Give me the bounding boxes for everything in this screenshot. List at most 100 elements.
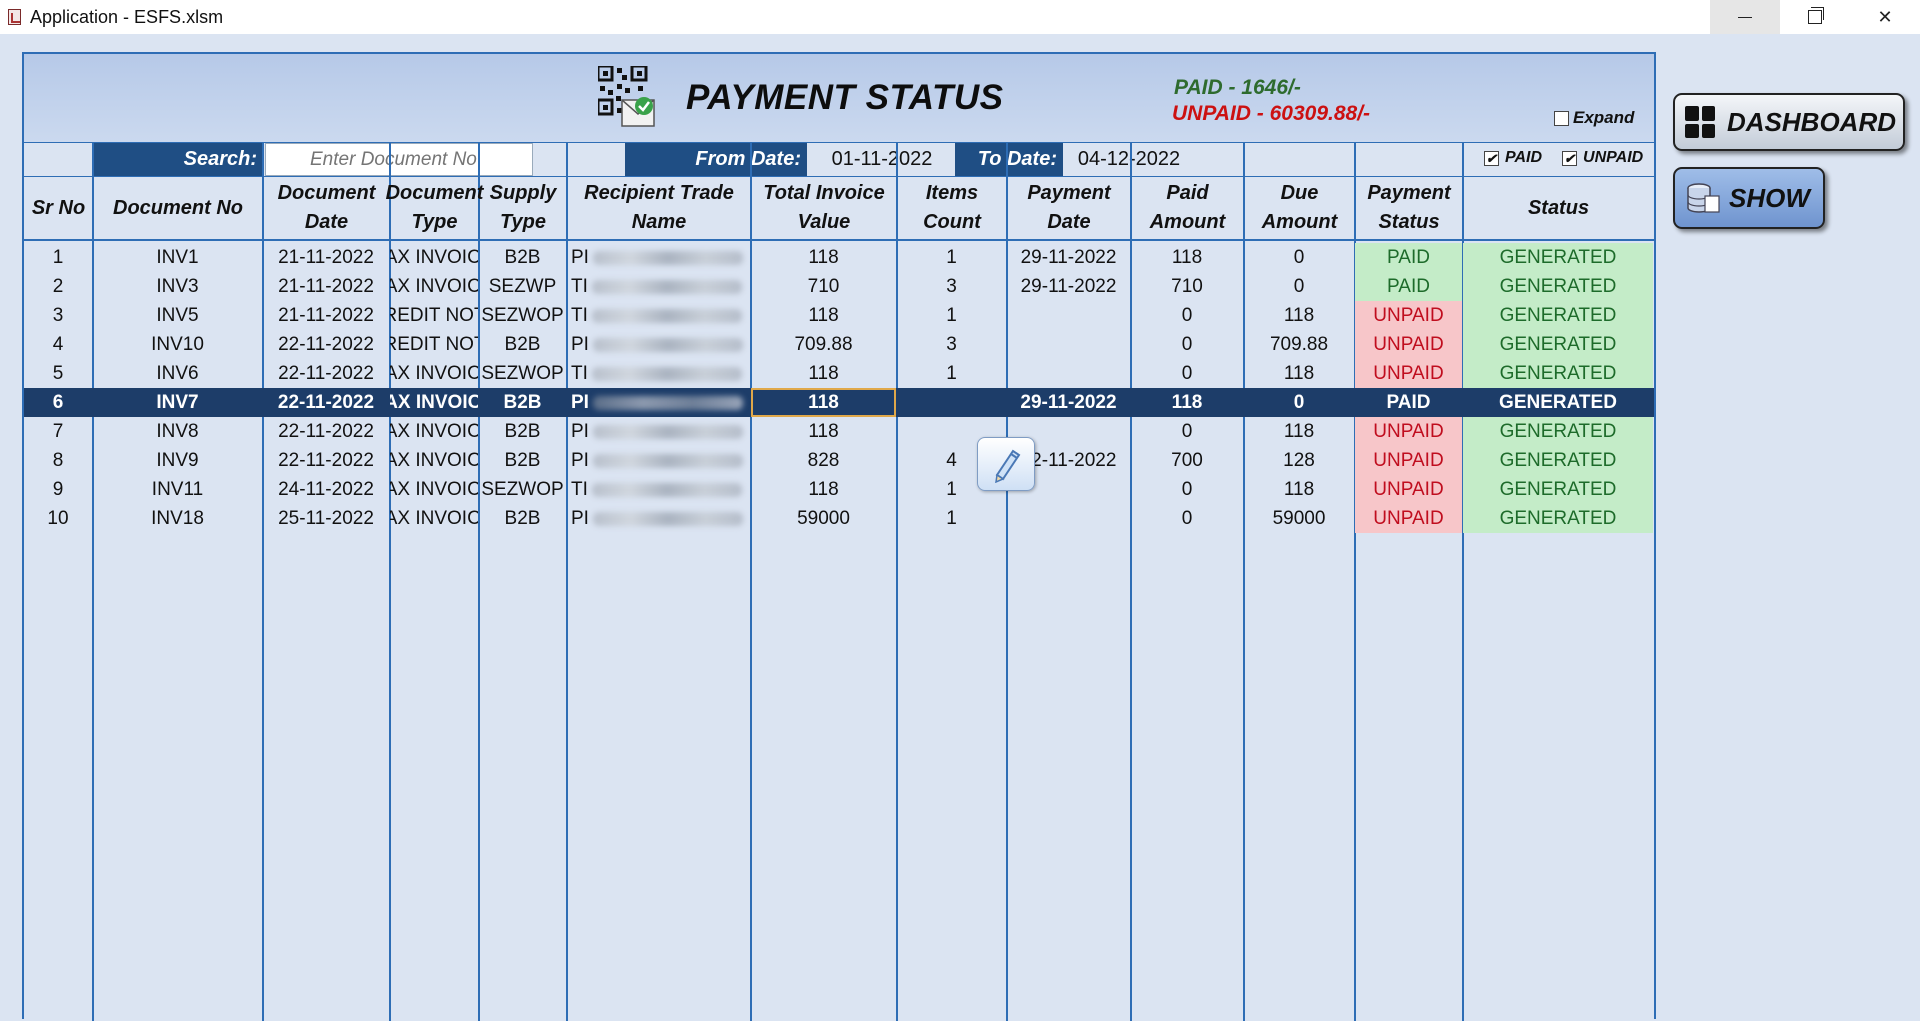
cell-recipient-name[interactable]: PI: [567, 446, 754, 475]
cell-paid-amount[interactable]: 0: [1181, 478, 1193, 500]
cell-payment-date[interactable]: 29-11-2022: [1020, 391, 1117, 413]
cell-recipient-name[interactable]: TI: [567, 359, 754, 388]
cell-document-type[interactable]: CREDIT NOTE: [390, 304, 478, 326]
cell-payment-status[interactable]: UNPAID: [1355, 446, 1462, 475]
table-row[interactable]: 1 INV1 21-11-2022 TAX INVOICE B2B PI 118 1 29-11…: [24, 243, 1654, 272]
cell-document-no[interactable]: INV11: [151, 478, 204, 500]
cell-payment-status[interactable]: UNPAID: [1355, 359, 1462, 388]
cell-total-invoice-value[interactable]: 118: [751, 388, 896, 417]
cell-sr-no[interactable]: 7: [52, 420, 64, 442]
cell-supply-type[interactable]: SEZWOP: [481, 362, 564, 384]
cell-items-count[interactable]: 1: [946, 304, 957, 326]
cell-document-date[interactable]: 22-11-2022: [278, 362, 374, 384]
cell-payment-date[interactable]: [1007, 330, 1130, 359]
dashboard-button[interactable]: DASHBOARD: [1673, 93, 1905, 151]
cell-items-count[interactable]: 1: [946, 362, 957, 384]
minimize-button[interactable]: [1710, 0, 1780, 34]
cell-payment-status[interactable]: PAID: [1355, 272, 1462, 301]
cell-sr-no[interactable]: 10: [47, 507, 69, 529]
column-header-due-amount[interactable]: Due Amount: [1244, 177, 1355, 239]
cell-paid-amount[interactable]: 0: [1181, 362, 1193, 384]
cell-supply-type[interactable]: B2B: [504, 507, 541, 529]
cell-status[interactable]: GENERATED: [1463, 446, 1653, 475]
cell-payment-status[interactable]: PAID: [1386, 391, 1431, 413]
cell-sr-no[interactable]: 1: [52, 246, 64, 268]
cell-document-no[interactable]: INV1: [156, 246, 199, 268]
cell-document-date[interactable]: 24-11-2022: [278, 478, 374, 500]
cell-supply-type[interactable]: SEZWP: [488, 275, 557, 297]
cell-document-no[interactable]: INV10: [151, 333, 204, 355]
column-header-payment-status[interactable]: Payment Status: [1355, 177, 1463, 239]
cell-document-type[interactable]: TAX INVOICE: [390, 478, 478, 500]
cell-supply-type[interactable]: B2B: [504, 333, 541, 355]
cell-recipient-name[interactable]: TI: [567, 301, 754, 330]
restore-button[interactable]: [1780, 0, 1850, 34]
cell-document-date[interactable]: 25-11-2022: [278, 507, 374, 529]
cell-due-amount[interactable]: 59000: [1272, 507, 1326, 529]
cell-document-no[interactable]: INV8: [156, 420, 199, 442]
cell-document-no[interactable]: INV3: [156, 275, 199, 297]
cell-status[interactable]: GENERATED: [1463, 504, 1653, 533]
column-header-sr-no[interactable]: Sr No: [24, 177, 93, 239]
cell-recipient-name[interactable]: PI: [567, 330, 754, 359]
column-header-items-count[interactable]: Items Count: [897, 177, 1007, 239]
cell-status[interactable]: GENERATED: [1463, 330, 1653, 359]
cell-due-amount[interactable]: 118: [1283, 420, 1315, 442]
cell-supply-type[interactable]: B2B: [504, 420, 541, 442]
expand-toggle[interactable]: Expand: [1554, 108, 1634, 128]
cell-payment-status[interactable]: UNPAID: [1355, 417, 1462, 446]
cell-document-type[interactable]: TAX INVOICE: [390, 275, 478, 297]
cell-payment-date[interactable]: [1007, 359, 1130, 388]
expand-checkbox[interactable]: [1554, 110, 1569, 126]
cell-document-date[interactable]: 21-11-2022: [278, 304, 374, 326]
to-date-field[interactable]: 04-12-2022: [1077, 148, 1181, 170]
table-row[interactable]: 3 INV5 21-11-2022 CREDIT NOTESEZWOP TI 118 1 0 1…: [24, 301, 1654, 330]
cell-due-amount[interactable]: 118: [1283, 362, 1315, 384]
cell-document-no[interactable]: INV7: [156, 391, 199, 413]
cell-document-date[interactable]: 22-11-2022: [278, 333, 374, 355]
paid-filter[interactable]: ✔ PAID: [1484, 149, 1542, 167]
cell-due-amount[interactable]: 118: [1283, 304, 1315, 326]
cell-supply-type[interactable]: B2B: [503, 391, 542, 413]
cell-payment-status[interactable]: PAID: [1355, 243, 1462, 272]
cell-payment-status[interactable]: UNPAID: [1355, 475, 1462, 504]
paid-checkbox[interactable]: ✔: [1484, 150, 1499, 166]
column-header-document-no[interactable]: Document No: [93, 177, 263, 239]
column-header-paid-amount[interactable]: Paid Amount: [1131, 177, 1244, 239]
cell-document-no[interactable]: INV9: [156, 449, 199, 471]
cell-payment-status[interactable]: UNPAID: [1355, 330, 1462, 359]
cell-supply-type[interactable]: SEZWOP: [481, 478, 564, 500]
table-row[interactable]: 2 INV3 21-11-2022 TAX INVOICE SEZWP TI 710 3 29-…: [24, 272, 1654, 301]
cell-total-invoice-value[interactable]: 118: [808, 420, 839, 442]
cell-sr-no[interactable]: 6: [52, 391, 64, 413]
cell-items-count[interactable]: 1: [946, 478, 957, 500]
cell-total-invoice-value[interactable]: 118: [808, 478, 839, 500]
cell-paid-amount[interactable]: 710: [1171, 275, 1203, 297]
search-input[interactable]: [266, 144, 532, 175]
search-field[interactable]: [265, 143, 533, 176]
cell-payment-date[interactable]: [1007, 504, 1130, 533]
cell-total-invoice-value[interactable]: 118: [808, 246, 839, 268]
cell-paid-amount[interactable]: 0: [1181, 333, 1193, 355]
cell-document-no[interactable]: INV6: [156, 362, 199, 384]
unpaid-checkbox[interactable]: ✔: [1562, 150, 1578, 166]
table-row[interactable]: 5 INV6 22-11-2022 TAX INVOICESEZWOP TI 118 1 0 1…: [24, 359, 1654, 388]
cell-document-no[interactable]: INV5: [156, 304, 199, 326]
cell-document-type[interactable]: TAX INVOICE: [390, 449, 478, 471]
cell-due-amount[interactable]: 0: [1293, 391, 1305, 413]
show-button[interactable]: SHOW: [1673, 167, 1825, 229]
cell-total-invoice-value[interactable]: 710: [807, 275, 840, 297]
cell-items-count[interactable]: 1: [946, 246, 957, 268]
cell-supply-type[interactable]: B2B: [504, 246, 541, 268]
cell-document-date[interactable]: 21-11-2022: [278, 275, 374, 297]
cell-document-date[interactable]: 21-11-2022: [278, 246, 374, 268]
cell-payment-date[interactable]: 22-11-2022: [1020, 449, 1117, 471]
cell-recipient-name[interactable]: PI: [567, 388, 754, 417]
column-header-total-invoice-value[interactable]: Total Invoice Value: [751, 177, 897, 239]
column-header-status[interactable]: Status: [1463, 177, 1654, 239]
cell-payment-status[interactable]: UNPAID: [1355, 504, 1462, 533]
cell-due-amount[interactable]: 0: [1293, 246, 1305, 268]
cell-recipient-name[interactable]: TI: [567, 475, 754, 504]
cell-sr-no[interactable]: 5: [52, 362, 64, 384]
